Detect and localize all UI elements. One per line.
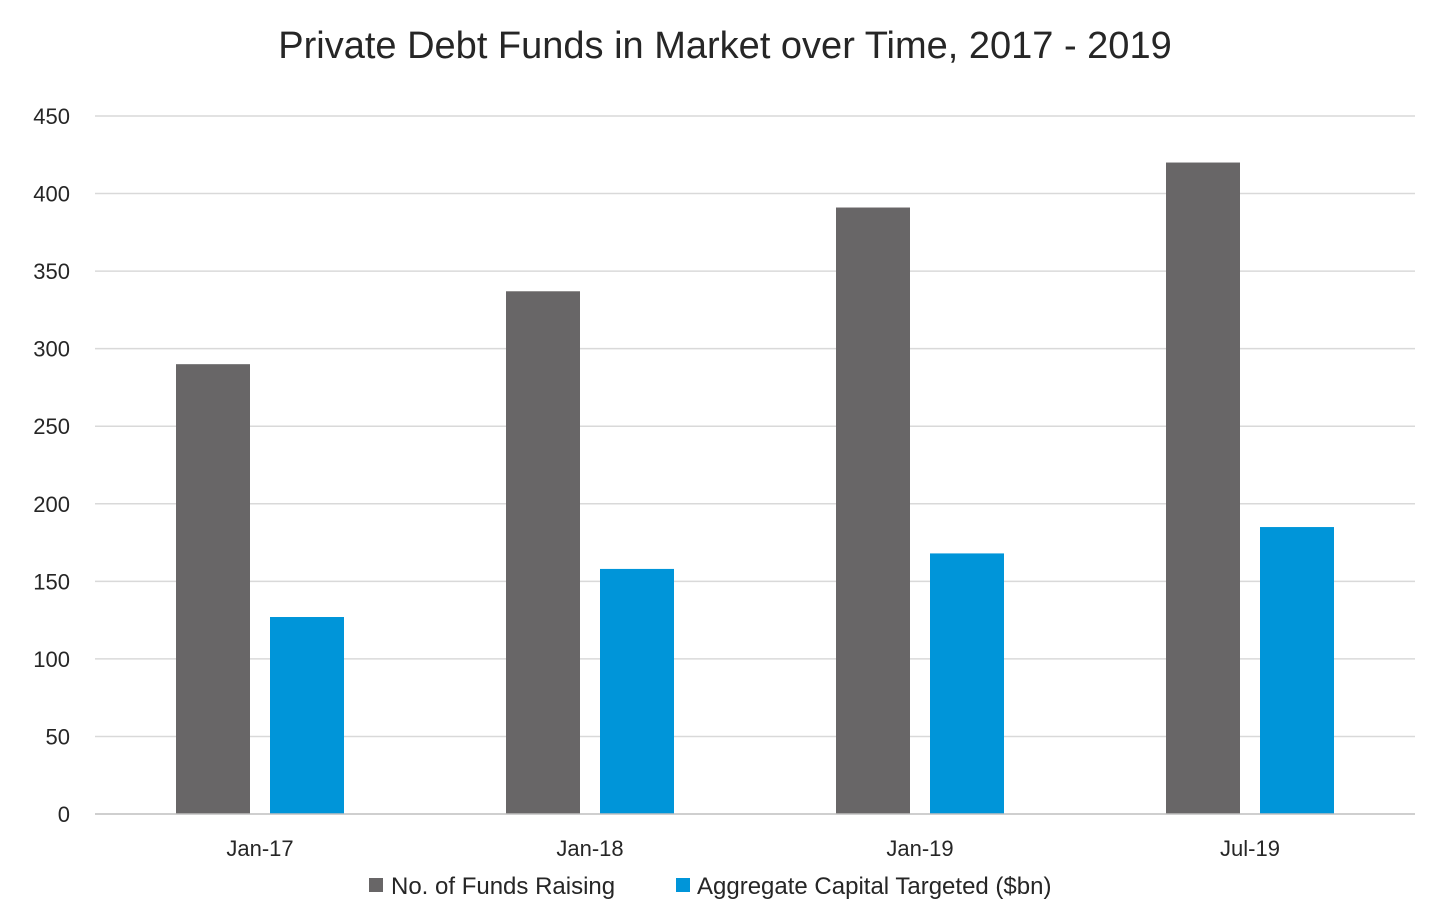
legend-swatch: [676, 878, 690, 892]
legend-label: Aggregate Capital Targeted ($bn): [697, 873, 1051, 900]
legend: No. of Funds Raising Aggregate Capital Ta…: [369, 873, 1051, 900]
x-tick-label: Jan-18: [556, 836, 623, 861]
bar-capital-targeted: [600, 568, 674, 814]
legend-label: No. of Funds Raising: [391, 873, 615, 900]
y-axis-tick-labels: 0 50 100 150 200 250 300 350 400 450: [33, 104, 70, 827]
y-tick-label: 150: [33, 569, 70, 594]
bar-capital-targeted: [1260, 527, 1334, 814]
bar-funds-raising: [176, 364, 250, 814]
y-tick-label: 50: [46, 724, 70, 749]
legend-swatch: [369, 878, 383, 892]
bar-funds-raising: [506, 291, 580, 815]
y-tick-label: 200: [33, 492, 70, 517]
y-tick-label: 250: [33, 414, 70, 439]
y-tick-label: 300: [33, 337, 70, 362]
bar-capital-targeted: [270, 617, 344, 814]
x-tick-label: Jan-19: [886, 836, 953, 861]
chart-title: Private Debt Funds in Market over Time, …: [278, 25, 1171, 67]
x-tick-label: Jan-17: [226, 836, 293, 861]
y-tick-label: 0: [58, 802, 70, 827]
y-tick-label: 100: [33, 647, 70, 672]
y-tick-label: 450: [33, 104, 70, 129]
x-tick-label: Jul-19: [1220, 836, 1280, 861]
x-axis-tick-labels: Jan-17 Jan-18 Jan-19 Jul-19: [226, 836, 1280, 861]
y-tick-label: 350: [33, 259, 70, 284]
bar-capital-targeted: [930, 553, 1004, 814]
bar-funds-raising: [1166, 162, 1240, 815]
bar-funds-raising: [836, 207, 910, 814]
bars: [176, 162, 1334, 815]
y-tick-label: 400: [33, 182, 70, 207]
